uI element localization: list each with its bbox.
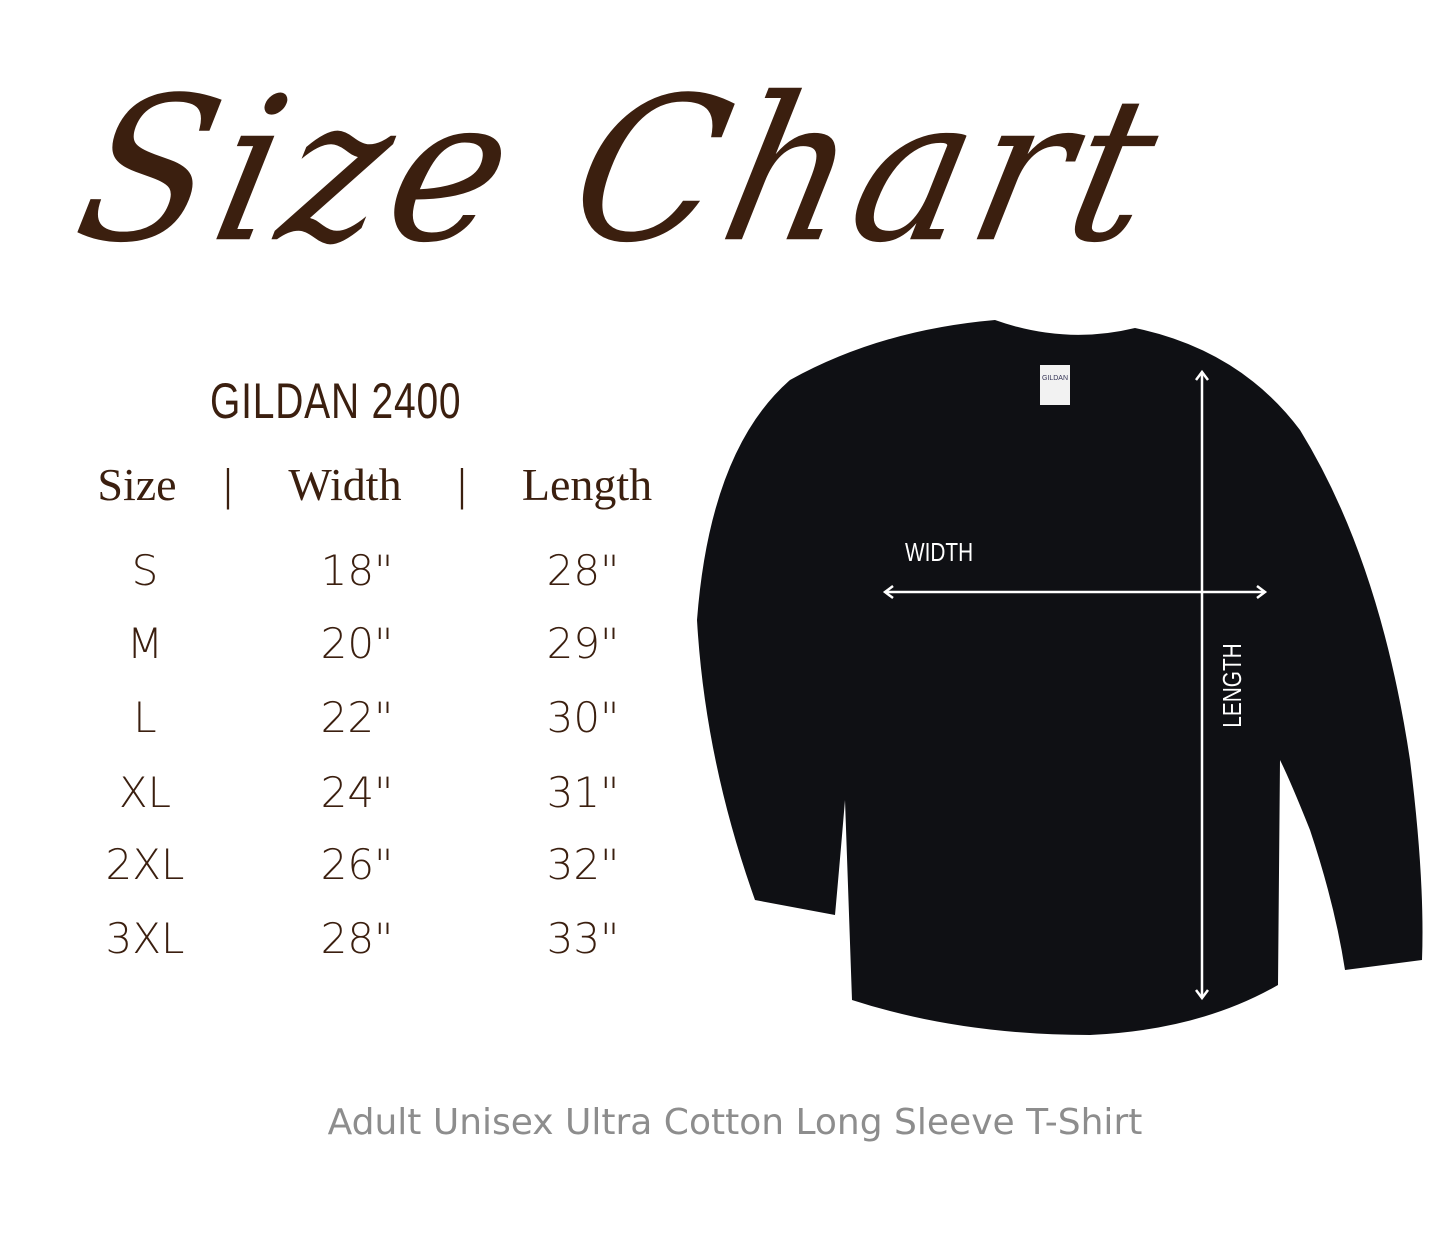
shirt-diagram: GILDAN [697, 320, 1423, 1035]
cell-width: 18" [320, 546, 394, 595]
cell-size: S [131, 546, 159, 595]
neck-tag [1040, 365, 1070, 405]
length-label: LENGTH [1217, 643, 1248, 728]
cell-size: 2XL [105, 840, 185, 889]
page-title: Size Chart [60, 54, 1182, 287]
cell-size: XL [118, 768, 172, 817]
cell-length: 33" [546, 914, 620, 963]
cell-length: 30" [546, 693, 620, 742]
cell-width: 26" [320, 840, 394, 889]
header-width: Width [288, 459, 402, 510]
header-separator: | [457, 459, 467, 510]
cell-width: 28" [320, 914, 394, 963]
cell-length: 28" [546, 546, 620, 595]
cell-size: L [133, 693, 157, 742]
cell-size: M [126, 619, 164, 668]
header-length: Length [521, 459, 653, 510]
header-separator: | [223, 459, 233, 510]
brand-heading: GILDAN 2400 [210, 373, 462, 429]
cell-length: 29" [546, 619, 620, 668]
header-size: Size [97, 459, 177, 510]
width-label: WIDTH [905, 537, 974, 567]
cell-width: 24" [320, 768, 394, 817]
cell-width: 22" [320, 693, 394, 742]
tag-text: GILDAN [1042, 375, 1068, 382]
cell-length: 31" [546, 768, 620, 817]
shirt-silhouette [697, 320, 1423, 1035]
product-description: Adult Unisex Ultra Cotton Long Sleeve T-… [327, 1102, 1143, 1143]
cell-width: 20" [320, 619, 394, 668]
cell-size: 3XL [105, 914, 185, 963]
cell-length: 32" [546, 840, 620, 889]
